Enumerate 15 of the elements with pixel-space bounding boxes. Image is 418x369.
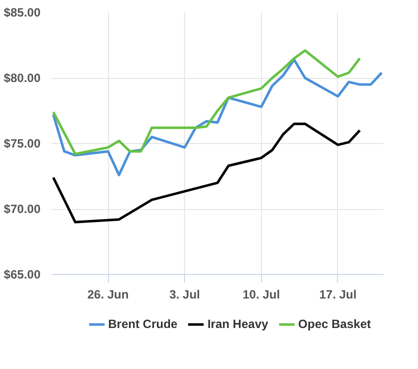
- y-tick-label: $70.00: [4, 202, 41, 216]
- y-tick-label: $80.00: [4, 71, 41, 85]
- y-tick-label: $65.00: [4, 268, 41, 282]
- legend-label: Brent Crude: [108, 317, 178, 331]
- x-tick-label: 3. Jul: [169, 288, 200, 302]
- y-tick-label: $85.00: [4, 6, 41, 20]
- x-tick-label: 10. Jul: [242, 288, 280, 302]
- legend-label: Opec Basket: [298, 317, 371, 331]
- x-tick-label: 26. Jun: [87, 288, 129, 302]
- line-series: [52, 122, 362, 224]
- x-tick-label: 17. Jul: [319, 288, 357, 302]
- y-tick-label: $75.00: [4, 136, 41, 150]
- line-series: [52, 58, 383, 176]
- legend-label: Iran Heavy: [207, 317, 268, 331]
- line-series: [52, 49, 362, 156]
